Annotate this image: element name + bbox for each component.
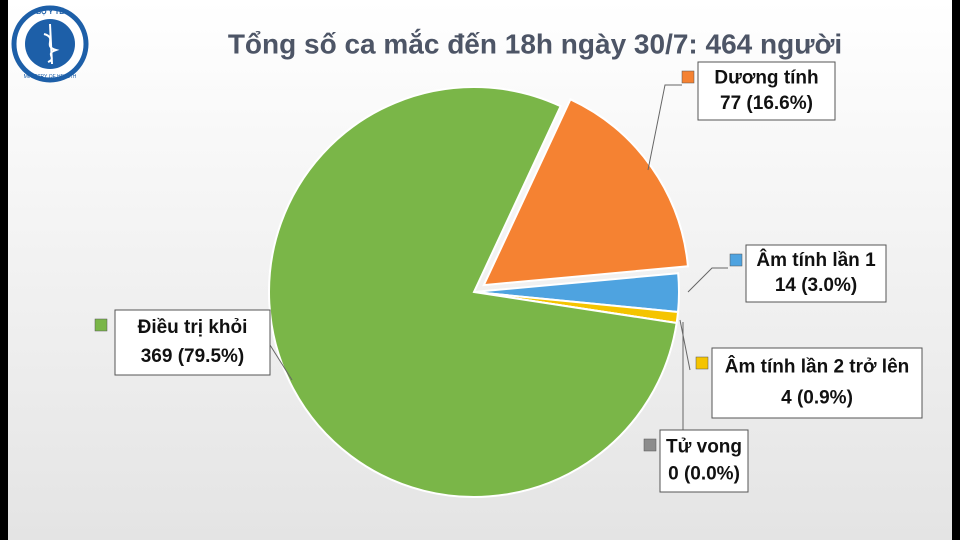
logo-text: BỘ Y TẾ [36, 6, 64, 16]
category-label: Tử vong [666, 436, 742, 457]
value-label: 4 (0.9%) [781, 387, 853, 408]
logo: BỘ Y TẾ MINISTRY OF HEALTH [11, 5, 89, 83]
label-box [745, 244, 887, 303]
label-box [697, 61, 836, 121]
legend-swatch [681, 70, 695, 84]
legend-swatch [94, 318, 108, 332]
category-label: Âm tính lần 2 trở lên [725, 356, 910, 378]
legend-swatch [695, 356, 709, 370]
leader-line [647, 84, 682, 171]
value-label: 77 (16.6%) [720, 93, 813, 114]
label-box [114, 309, 271, 376]
logo-text: MINISTRY OF HEALTH [24, 74, 77, 80]
category-label: Dương tính [714, 67, 818, 88]
legend-swatch [729, 253, 743, 267]
label-box [711, 347, 923, 419]
pie-slice [268, 86, 678, 498]
pie-slice [482, 97, 690, 287]
leader-line [679, 319, 691, 371]
leader-line [269, 344, 293, 381]
category-label: Âm tính lần 1 [756, 249, 876, 271]
value-label: 369 (79.5%) [141, 346, 245, 367]
value-label: 14 (3.0%) [775, 275, 857, 296]
logo-icon [43, 23, 60, 65]
legend-swatch [643, 438, 657, 452]
leader-line [687, 267, 728, 293]
chart-title: Tổng số ca mắc đến 18h ngày 30/7: 464 ng… [228, 28, 842, 59]
category-label: Điều trị khỏi [138, 317, 248, 338]
value-label: 0 (0.0%) [668, 464, 740, 485]
label-box [659, 429, 749, 493]
